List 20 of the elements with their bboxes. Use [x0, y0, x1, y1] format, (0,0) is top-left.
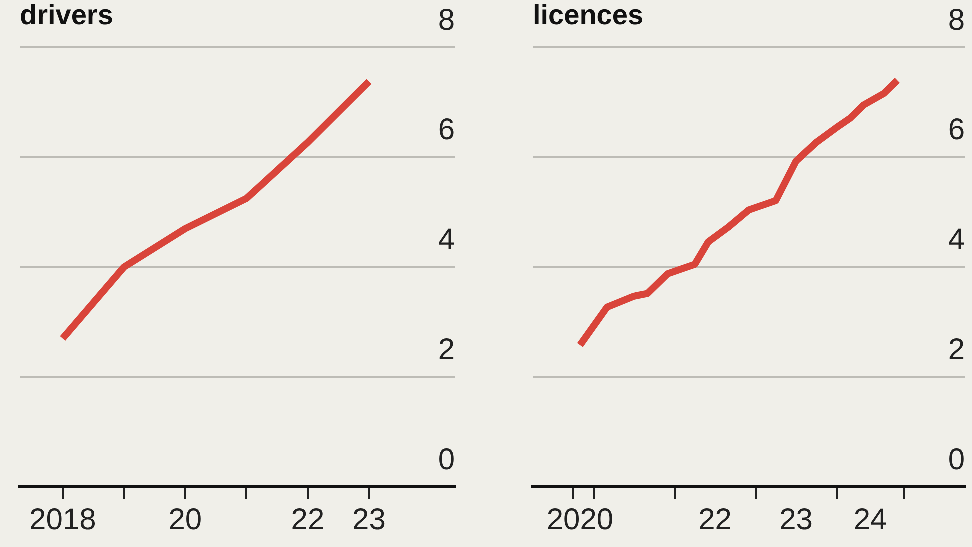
y-tick-label: 4 [948, 224, 965, 257]
chart-title: licences [533, 0, 644, 31]
y-tick-label: 0 [948, 443, 965, 476]
y-tick-label: 2 [948, 333, 965, 366]
chart-title: drivers [20, 0, 114, 31]
x-tick-label: 22 [291, 503, 325, 536]
x-tick-label: 22 [698, 503, 732, 536]
y-tick-label: 4 [438, 224, 455, 257]
x-tick-label: 20 [168, 503, 202, 536]
y-tick-label: 6 [948, 114, 965, 147]
y-tick-label: 8 [438, 4, 455, 37]
x-tick-label: 23 [352, 503, 386, 536]
y-tick-label: 6 [438, 114, 455, 147]
y-tick-label: 0 [438, 443, 455, 476]
x-tick-label: 2018 [30, 503, 96, 536]
x-tick-label: 2020 [546, 503, 614, 536]
y-tick-label: 8 [948, 4, 965, 37]
y-tick-label: 2 [438, 333, 455, 366]
x-tick-label: 24 [854, 503, 888, 536]
x-tick-label: 23 [780, 503, 813, 536]
